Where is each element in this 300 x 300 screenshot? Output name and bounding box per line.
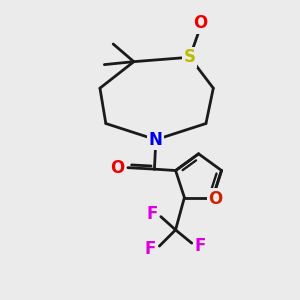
Text: F: F: [195, 237, 206, 255]
Text: O: O: [193, 14, 207, 32]
Text: F: F: [145, 240, 156, 258]
Text: O: O: [208, 190, 223, 208]
Text: O: O: [110, 159, 125, 177]
Text: F: F: [146, 205, 158, 223]
Text: S: S: [184, 48, 196, 66]
Text: N: N: [149, 131, 163, 149]
